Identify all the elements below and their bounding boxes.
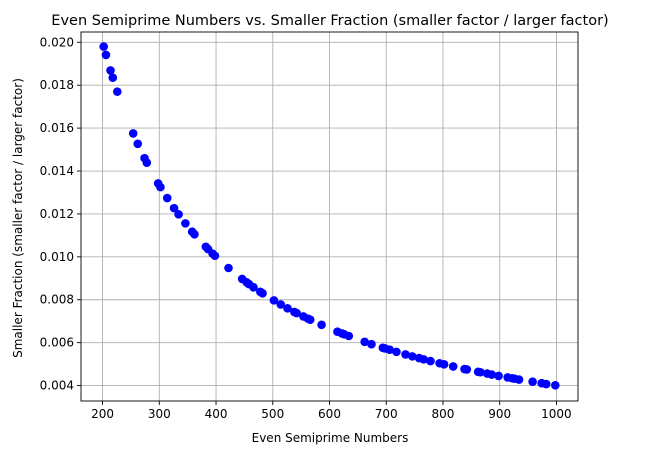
data-point [162,193,172,203]
data-point [494,371,503,381]
data-point [210,251,220,261]
data-point [385,345,394,355]
data-point [269,296,279,305]
data-point [249,282,258,292]
data-point [439,360,449,369]
x-tick-label: 400 [205,407,228,421]
y-axis-label: Smaller Fraction (smaller factor / large… [11,78,25,358]
y-tick-label: 0.010 [40,250,74,264]
y-tick-label: 0.006 [40,336,74,350]
data-point [283,304,292,313]
data-point [133,139,143,149]
data-point [392,347,401,357]
data-point [419,355,428,364]
grid-lines [81,32,578,401]
data-point [426,356,435,366]
y-tick-label: 0.018 [40,78,74,92]
y-tick-label: 0.012 [40,207,74,221]
data-point [317,320,326,330]
data-point [190,230,199,239]
data-point [224,263,233,273]
data-point [174,210,183,219]
data-point [367,339,376,349]
data-point [408,352,417,361]
data-point [276,300,286,309]
y-tick-label: 0.004 [40,379,74,393]
chart-title: Even Semiprime Numbers vs. Smaller Fract… [51,13,608,29]
x-tick-label: 200 [91,407,114,421]
data-point [101,50,111,60]
y-tick-label: 0.014 [40,164,74,178]
data-point [169,203,179,213]
y-tick-label: 0.016 [40,121,74,135]
x-tick-label: 300 [148,407,171,421]
x-tick-label: 500 [261,407,284,421]
x-tick-label: 1000 [541,407,572,421]
data-point [305,315,315,324]
data-point [128,129,138,138]
data-point [113,87,122,96]
data-point [448,362,458,371]
y-tick-label: 0.020 [40,35,74,49]
data-point [401,350,410,359]
y-axis-ticks: 0.004 0.006 0.008 0.010 0.012 0.014 0.016 0.018… [40,35,81,393]
y-tick-label: 0.008 [40,293,74,307]
data-points [99,42,560,390]
x-tick-label: 700 [375,407,398,421]
data-point [541,379,551,389]
data-point [156,182,165,192]
data-point [551,381,560,390]
data-point [258,289,267,298]
data-point [106,66,115,75]
data-point [108,73,118,82]
data-point [181,219,190,228]
data-point [487,370,497,379]
data-point [514,375,524,384]
x-tick-label: 900 [488,407,511,421]
data-point [360,337,369,347]
x-axis-ticks: 200 300 400 500 600 700 800 900 1000 [91,401,572,421]
x-axis-label: Even Semiprime Numbers [252,431,409,445]
data-point [462,365,472,374]
data-point [344,331,354,341]
data-point [99,42,108,51]
data-point [292,308,301,318]
data-point [142,158,152,167]
data-point [528,377,537,386]
x-tick-label: 800 [432,407,455,421]
x-tick-label: 600 [318,407,341,421]
data-point [476,367,485,377]
